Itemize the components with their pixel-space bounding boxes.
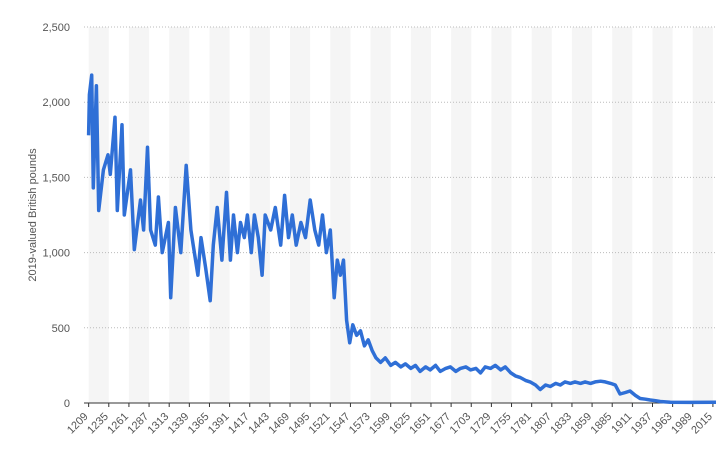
x-tick-label: 1677 <box>427 411 453 437</box>
background-band <box>531 27 552 403</box>
background-band <box>612 27 633 403</box>
background-band <box>571 27 593 403</box>
background-band <box>249 27 270 403</box>
x-tick-label: 1599 <box>367 411 393 437</box>
x-tick-label: 1417 <box>226 411 252 437</box>
x-tick-label: 1547 <box>327 411 353 437</box>
x-tick-label: 1625 <box>387 411 413 437</box>
y-tick-label: 500 <box>52 323 70 335</box>
x-tick-label: 1703 <box>448 411 474 437</box>
background-band <box>652 27 673 403</box>
data-line <box>86 73 717 405</box>
x-tick-label: 1495 <box>286 411 312 437</box>
x-tick-label: 1391 <box>206 411 232 437</box>
x-tick-label: 1261 <box>105 411 131 437</box>
x-tick-label: 1469 <box>266 411 292 437</box>
background-band <box>491 27 512 403</box>
background-band <box>451 27 472 403</box>
x-tick-label: 1729 <box>468 411 494 437</box>
x-tick-label: 1833 <box>548 411 574 437</box>
x-tick-label: 1989 <box>669 411 695 437</box>
x-tick-label: 1313 <box>146 411 172 437</box>
x-tick-label: 1235 <box>85 411 111 437</box>
x-tick-label: 1911 <box>609 411 634 436</box>
x-tick-label: 1209 <box>65 411 91 437</box>
x-tick-label: 1365 <box>186 411 212 437</box>
background-band <box>410 27 431 403</box>
y-tick-label: 2,000 <box>42 97 70 109</box>
x-tick-label: 1885 <box>589 411 615 437</box>
x-tick-label: 1339 <box>166 411 192 437</box>
background-band <box>330 27 351 403</box>
x-tick-label: 1287 <box>125 411 151 437</box>
y-tick-label: 1,000 <box>42 248 70 260</box>
x-tick-label: 1937 <box>629 411 655 437</box>
x-tick-label: 1521 <box>307 411 333 437</box>
x-tick-label: 1807 <box>528 411 554 437</box>
background-band <box>169 27 190 403</box>
x-tick-label: 1443 <box>246 411 272 437</box>
x-tick-label: 1573 <box>347 411 373 437</box>
x-tick-label: 2015 <box>689 411 715 437</box>
background-band <box>692 27 713 403</box>
y-tick-label: 2,500 <box>42 22 70 34</box>
x-tick-label: 1781 <box>508 411 534 437</box>
y-tick-label: 0 <box>64 398 70 410</box>
y-axis-label: 2019-valued British pounds <box>27 148 39 282</box>
background-band <box>290 27 311 403</box>
x-tick-label: 1859 <box>568 411 594 437</box>
x-tick-label: 1963 <box>649 411 675 437</box>
y-tick-label: 1,500 <box>42 172 70 184</box>
x-tick-label: 1651 <box>407 411 433 437</box>
background-band <box>370 27 391 403</box>
x-tick-label: 1755 <box>488 411 514 437</box>
